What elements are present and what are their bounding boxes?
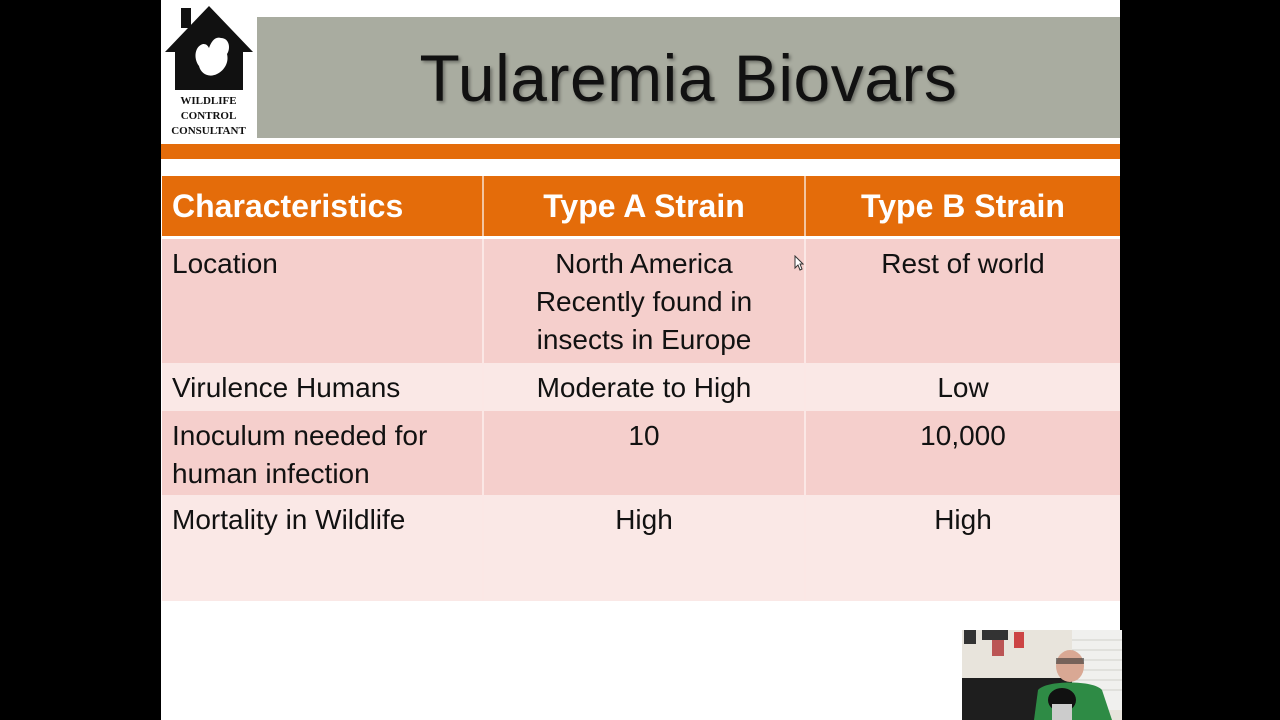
header-type-b: Type B Strain — [805, 176, 1120, 239]
logo-line-2: CONTROL — [180, 110, 237, 122]
cell-type-b: Low — [805, 363, 1120, 411]
cell-line: human infection — [172, 458, 370, 489]
presentation-slide: WILDLIFE CONTROL CONSULTANT Tularemia Bi… — [161, 0, 1120, 720]
cell-characteristic: Location — [162, 237, 484, 363]
cell-line: Inoculum needed for — [172, 420, 428, 451]
cell-characteristic: Mortality in Wildlife — [162, 495, 484, 601]
header-type-a: Type A Strain — [483, 176, 806, 239]
house-squirrel-icon — [165, 6, 253, 90]
mouse-pointer-icon — [794, 255, 804, 271]
logo-text: WILDLIFE CONTROL CONSULTANT — [161, 94, 256, 139]
table-row: Mortality in Wildlife High High — [162, 495, 1120, 601]
presenter-webcam — [962, 630, 1122, 720]
orange-divider — [161, 144, 1120, 159]
wildlife-control-consultant-logo: WILDLIFE CONTROL CONSULTANT — [161, 0, 256, 140]
cell-line: Recently found in — [535, 286, 753, 317]
cell-line: North America — [555, 248, 733, 279]
cell-characteristic: Virulence Humans — [162, 363, 484, 411]
cell-type-a: 10 — [483, 411, 806, 495]
title-bar: Tularemia Biovars — [257, 17, 1120, 138]
cell-type-b: Rest of world — [805, 237, 1120, 363]
logo-line-1: WILDLIFE — [180, 95, 237, 107]
cell-line: insects in Europe — [536, 324, 752, 355]
cell-characteristic: Inoculum needed for human infection — [162, 411, 484, 495]
slide-title: Tularemia Biovars — [419, 40, 958, 115]
table-row: Location North America Recently found in… — [162, 237, 1120, 363]
biovars-table: Characteristics Type A Strain Type B Str… — [162, 176, 1120, 601]
table-row: Virulence Humans Moderate to High Low — [162, 363, 1120, 411]
cell-type-b: 10,000 — [805, 411, 1120, 495]
table-row: Inoculum needed for human infection 10 1… — [162, 411, 1120, 495]
cell-type-b: High — [805, 495, 1120, 601]
cell-type-a: North America Recently found in insects … — [483, 237, 806, 363]
cell-type-a: High — [483, 495, 806, 601]
header-characteristics: Characteristics — [162, 176, 484, 239]
logo-line-3: CONSULTANT — [171, 125, 246, 137]
presenter-video-icon — [962, 630, 1122, 720]
cell-type-a: Moderate to High — [483, 363, 806, 411]
table-header-row: Characteristics Type A Strain Type B Str… — [162, 176, 1120, 239]
